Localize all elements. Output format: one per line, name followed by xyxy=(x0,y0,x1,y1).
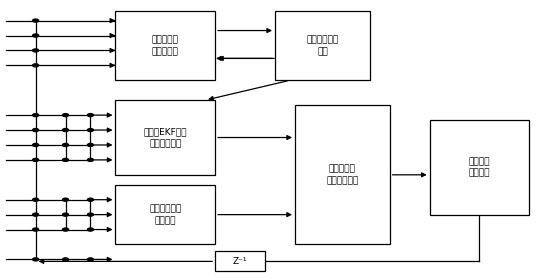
Circle shape xyxy=(88,258,94,261)
Circle shape xyxy=(62,198,68,201)
Circle shape xyxy=(88,129,94,132)
Text: 等效电路模型
模块: 等效电路模型 模块 xyxy=(306,35,338,56)
Circle shape xyxy=(62,143,68,146)
Bar xyxy=(215,251,265,271)
Circle shape xyxy=(62,228,68,231)
Circle shape xyxy=(62,114,68,117)
Bar xyxy=(430,120,530,215)
Circle shape xyxy=(33,213,39,216)
Circle shape xyxy=(88,143,94,146)
Circle shape xyxy=(62,213,68,216)
Circle shape xyxy=(62,129,68,132)
Bar xyxy=(115,100,215,175)
Bar xyxy=(295,105,390,244)
Circle shape xyxy=(33,198,39,201)
Text: Z⁻¹: Z⁻¹ xyxy=(233,257,247,266)
Bar xyxy=(275,11,370,80)
Circle shape xyxy=(88,198,94,201)
Circle shape xyxy=(33,114,39,117)
Circle shape xyxy=(88,114,94,117)
Text: 安时积分剩余
电量模块: 安时积分剩余 电量模块 xyxy=(149,204,181,225)
Circle shape xyxy=(33,19,39,22)
Circle shape xyxy=(33,34,39,37)
Text: 剩余电量输
出选择器模块: 剩余电量输 出选择器模块 xyxy=(326,164,359,185)
Text: 剩余里程
计算模块: 剩余里程 计算模块 xyxy=(469,157,490,178)
Circle shape xyxy=(33,129,39,132)
Circle shape xyxy=(88,158,94,162)
Circle shape xyxy=(33,158,39,162)
Circle shape xyxy=(62,258,68,261)
Circle shape xyxy=(33,49,39,52)
Circle shape xyxy=(33,228,39,231)
Circle shape xyxy=(33,143,39,146)
Circle shape xyxy=(62,158,68,162)
Text: 在线调整模
型参数模块: 在线调整模 型参数模块 xyxy=(152,35,179,56)
Bar xyxy=(115,185,215,244)
Text: 自适应EKF剩余
电量估计模块: 自适应EKF剩余 电量估计模块 xyxy=(143,127,187,148)
Circle shape xyxy=(88,228,94,231)
Circle shape xyxy=(88,213,94,216)
Circle shape xyxy=(33,258,39,261)
Bar xyxy=(115,11,215,80)
Circle shape xyxy=(33,64,39,67)
